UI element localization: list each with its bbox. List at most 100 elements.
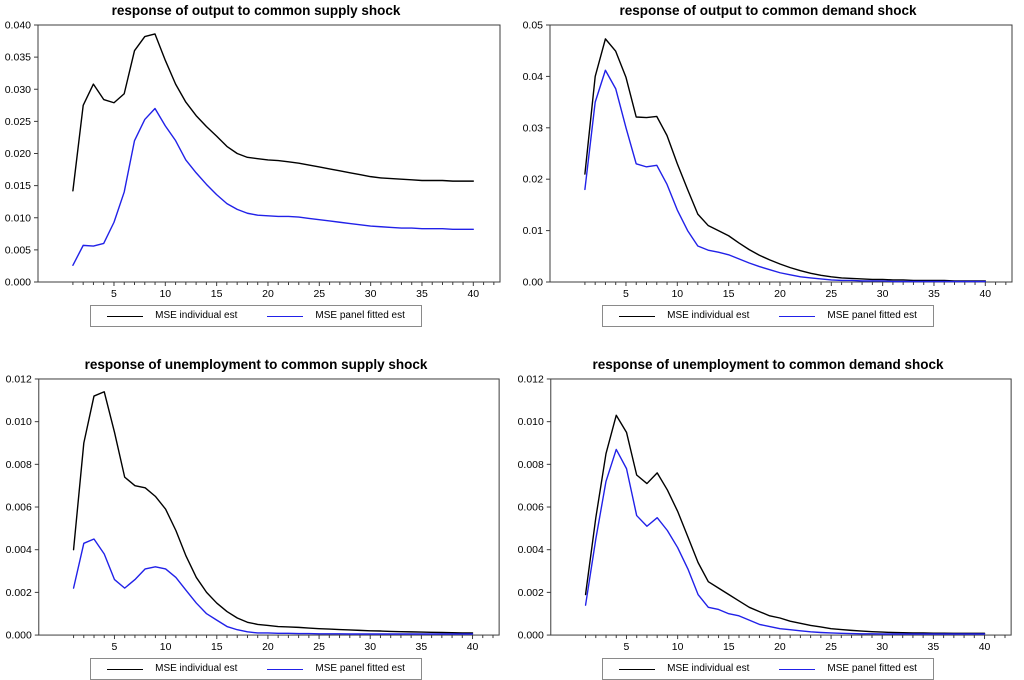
legend-label-individual: MSE individual est bbox=[155, 663, 238, 674]
y-tick-label: 0.000 bbox=[6, 631, 32, 642]
legend-label-panel: MSE panel fitted est bbox=[827, 663, 917, 674]
x-tick-label: 15 bbox=[723, 288, 735, 300]
x-axis: 5 10 15 20 25 30 35 40 bbox=[584, 282, 1007, 300]
x-tick-label: 10 bbox=[159, 288, 171, 300]
x-tick-label: 25 bbox=[825, 288, 837, 300]
chart-panel-unemployment-supply: response of unemployment to common suppl… bbox=[0, 340, 512, 680]
legend: MSE individual est MSE panel fitted est bbox=[90, 305, 422, 327]
x-tick-label: 5 bbox=[112, 642, 118, 653]
x-tick-label: 25 bbox=[825, 642, 837, 653]
y-tick-label: 0.002 bbox=[518, 588, 544, 599]
series-line-panel bbox=[72, 107, 474, 266]
x-tick-label: 30 bbox=[876, 642, 888, 653]
x-tick-label: 20 bbox=[774, 642, 786, 653]
legend-line-individual-icon bbox=[619, 668, 656, 670]
legend-label-individual: MSE individual est bbox=[667, 663, 750, 674]
chart-title: response of unemployment to common deman… bbox=[592, 357, 944, 372]
y-tick-label: 0.005 bbox=[5, 244, 31, 256]
y-tick-label: 0.03 bbox=[523, 122, 544, 134]
y-axis: 0.000 0.002 0.004 0.006 0.008 0.010 0.012 bbox=[6, 374, 39, 642]
x-tick-label: 35 bbox=[416, 642, 428, 653]
x-tick-label: 20 bbox=[774, 288, 786, 300]
x-tick-label: 35 bbox=[416, 288, 428, 300]
y-tick-label: 0.002 bbox=[6, 588, 32, 599]
plot-area: 0.00 0.01 0.02 0.03 0.04 0.05 5 10 15 20 25 30 35 40 bbox=[523, 20, 1013, 300]
legend-item-individual: MSE individual est bbox=[619, 306, 749, 326]
x-tick-label: 15 bbox=[723, 642, 735, 653]
chart-panel-unemployment-demand: response of unemployment to common deman… bbox=[512, 340, 1024, 680]
legend-line-panel-icon bbox=[267, 668, 304, 670]
x-tick-label: 30 bbox=[364, 642, 376, 653]
plot-border bbox=[549, 24, 1013, 283]
legend-line-individual-icon bbox=[107, 668, 144, 670]
y-tick-label: 0.008 bbox=[6, 460, 32, 471]
x-tick-label: 40 bbox=[467, 642, 479, 653]
y-tick-label: 0.02 bbox=[523, 174, 544, 186]
y-tick-label: 0.006 bbox=[518, 503, 544, 514]
x-tick-label: 20 bbox=[262, 642, 274, 653]
y-tick-label: 0.010 bbox=[6, 417, 32, 428]
x-tick-label: 5 bbox=[623, 288, 629, 300]
y-tick-label: 0.040 bbox=[5, 20, 31, 32]
legend-item-panel: MSE panel fitted est bbox=[779, 306, 917, 326]
x-tick-label: 35 bbox=[928, 642, 940, 653]
y-tick-label: 0.015 bbox=[5, 180, 31, 192]
y-tick-label: 0.030 bbox=[5, 84, 31, 96]
y-axis: 0.000 0.002 0.004 0.006 0.008 0.010 0.012 bbox=[518, 374, 551, 642]
x-tick-label: 10 bbox=[672, 642, 684, 653]
y-tick-label: 0.008 bbox=[518, 460, 544, 471]
y-tick-label: 0.004 bbox=[6, 545, 32, 556]
x-axis: 5 10 15 20 25 30 35 40 bbox=[73, 635, 494, 653]
plot-area: 0.000 0.005 0.010 0.015 0.020 0.025 0.030 0.035… bbox=[5, 20, 501, 300]
legend-line-individual-icon bbox=[107, 315, 144, 317]
series-line-panel bbox=[584, 448, 986, 635]
legend-label-panel: MSE panel fitted est bbox=[315, 663, 405, 674]
plot-border bbox=[38, 378, 500, 636]
y-tick-label: 0.012 bbox=[6, 374, 32, 385]
x-tick-label: 10 bbox=[160, 642, 172, 653]
plot-area: 0.000 0.002 0.004 0.006 0.008 0.010 0.012 5 10 15… bbox=[518, 374, 1012, 653]
legend-label-panel: MSE panel fitted est bbox=[827, 310, 917, 321]
legend-line-panel-icon bbox=[267, 315, 304, 317]
legend: MSE individual est MSE panel fitted est bbox=[602, 658, 934, 680]
y-tick-label: 0.006 bbox=[6, 503, 32, 514]
y-tick-label: 0.000 bbox=[518, 631, 544, 642]
legend: MSE individual est MSE panel fitted est bbox=[90, 658, 422, 680]
plot-border bbox=[550, 378, 1012, 636]
y-tick-label: 0.004 bbox=[518, 545, 544, 556]
y-tick-label: 0.01 bbox=[523, 225, 544, 237]
x-tick-label: 40 bbox=[979, 288, 991, 300]
legend-item-panel: MSE panel fitted est bbox=[267, 306, 405, 326]
y-tick-label: 0.04 bbox=[523, 71, 544, 83]
series-line-individual bbox=[72, 33, 474, 192]
legend-item-individual: MSE individual est bbox=[107, 659, 237, 679]
chart-panel-output-demand: response of output to common demand shoc… bbox=[512, 0, 1024, 340]
legend-label-panel: MSE panel fitted est bbox=[315, 310, 405, 321]
series-line-individual bbox=[72, 391, 474, 634]
x-tick-label: 10 bbox=[671, 288, 683, 300]
x-tick-label: 30 bbox=[365, 288, 377, 300]
x-tick-label: 20 bbox=[262, 288, 274, 300]
legend: MSE individual est MSE panel fitted est bbox=[602, 305, 934, 327]
plot-border bbox=[37, 24, 501, 283]
legend-item-panel: MSE panel fitted est bbox=[267, 659, 405, 679]
x-tick-label: 40 bbox=[979, 642, 991, 653]
legend-line-panel-icon bbox=[779, 315, 816, 317]
y-tick-label: 0.05 bbox=[523, 20, 544, 32]
plot-area: 0.000 0.002 0.004 0.006 0.008 0.010 0.012 5 10 15… bbox=[6, 374, 500, 653]
x-tick-label: 30 bbox=[877, 288, 889, 300]
y-tick-label: 0.035 bbox=[5, 52, 31, 64]
x-tick-label: 5 bbox=[624, 642, 630, 653]
x-tick-label: 35 bbox=[928, 288, 940, 300]
x-axis: 5 10 15 20 25 30 35 40 bbox=[585, 635, 1006, 653]
chart-panel-output-supply: response of output to common supply shoc… bbox=[0, 0, 512, 340]
x-tick-label: 5 bbox=[111, 288, 117, 300]
y-axis: 0.00 0.01 0.02 0.03 0.04 0.05 bbox=[523, 20, 550, 289]
legend-item-individual: MSE individual est bbox=[107, 306, 237, 326]
y-tick-label: 0.00 bbox=[523, 277, 544, 289]
x-tick-label: 15 bbox=[211, 288, 223, 300]
x-tick-label: 25 bbox=[313, 288, 325, 300]
y-tick-label: 0.025 bbox=[5, 116, 31, 128]
series-line-individual bbox=[584, 414, 986, 635]
x-tick-label: 40 bbox=[467, 288, 479, 300]
